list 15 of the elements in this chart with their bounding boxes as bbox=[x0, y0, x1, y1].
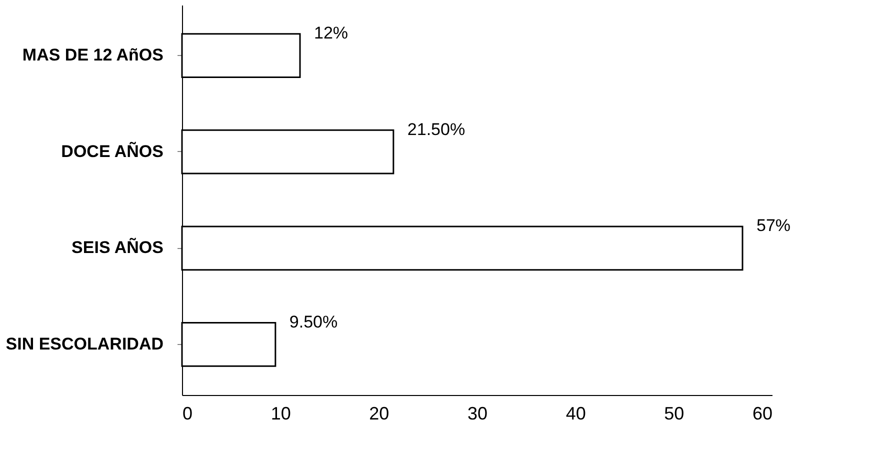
y-tick-label: DOCE AÑOS bbox=[61, 140, 164, 161]
x-tick-label: 20 bbox=[369, 404, 390, 424]
data-label: 21.50% bbox=[407, 120, 466, 139]
y-tick-label: SEIS AÑOS bbox=[72, 237, 164, 258]
x-tick-label: 0 bbox=[182, 404, 193, 424]
x-tick-label: 50 bbox=[664, 404, 684, 424]
y-tick-label: MAS DE 12 AñOS bbox=[22, 46, 164, 65]
data-label: 9.50% bbox=[289, 312, 338, 332]
x-tick-label: 10 bbox=[270, 404, 291, 424]
data-label: 57% bbox=[756, 216, 791, 236]
x-tick-label: 30 bbox=[467, 404, 488, 424]
x-tick-label: 60 bbox=[752, 404, 772, 424]
x-tick-label: 40 bbox=[566, 404, 586, 424]
data-label: 12% bbox=[314, 24, 348, 43]
y-tick-label: SIN ESCOLARIDAD bbox=[6, 334, 164, 354]
